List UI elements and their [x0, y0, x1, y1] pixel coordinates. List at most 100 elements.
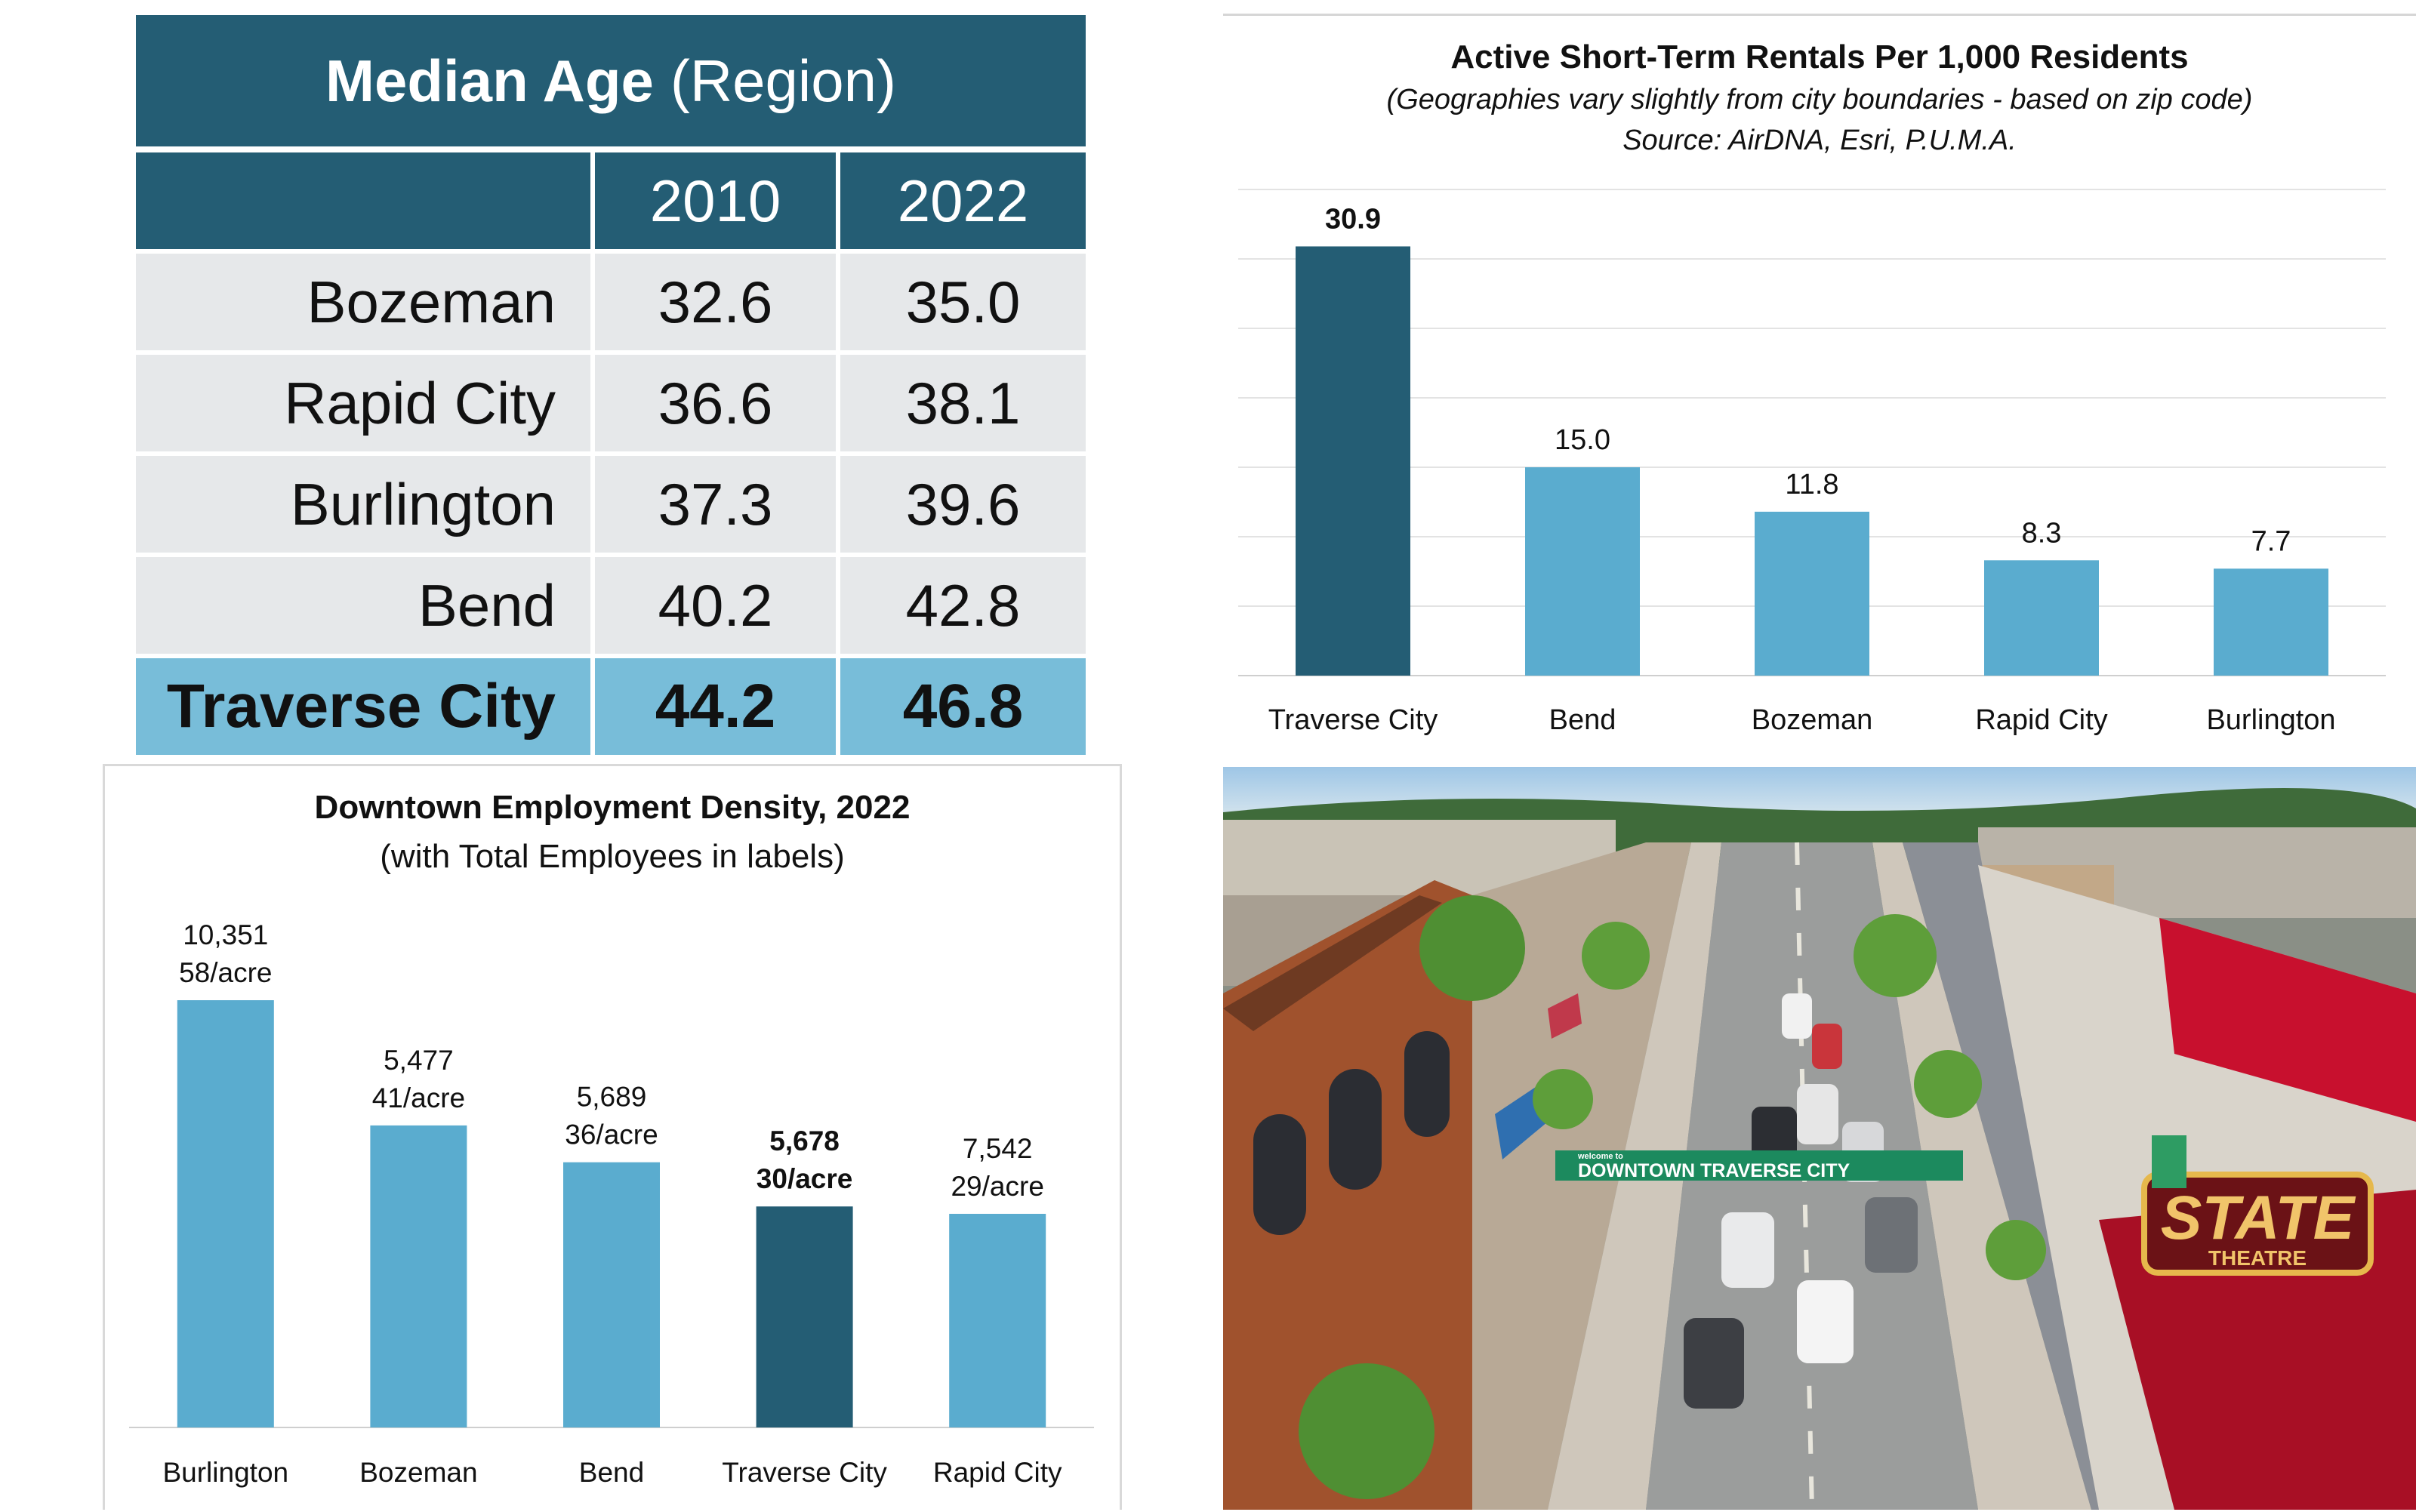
car [1865, 1197, 1918, 1273]
arched-window [1329, 1069, 1382, 1190]
banner-small-text: welcome to [1577, 1152, 1623, 1161]
car [1721, 1212, 1774, 1288]
age-2022-cell: 38.1 [840, 355, 1086, 456]
car [1684, 1318, 1744, 1409]
bar [1296, 246, 1410, 676]
bar [949, 1214, 1046, 1427]
tree [1854, 914, 1937, 997]
data-label: 11.8 [1785, 469, 1838, 500]
table-row: Bend 40.2 42.8 [136, 557, 1086, 658]
city-cell: Bend [136, 557, 595, 658]
car [1812, 1024, 1842, 1069]
age-2010-cell: 36.6 [595, 355, 840, 456]
density-label: 58/acre [179, 957, 272, 988]
chart-subtitle: (with Total Employees in labels) [380, 838, 845, 875]
median-age-title-rest: (Region) [670, 47, 896, 114]
arched-window [1404, 1031, 1450, 1137]
median-age-title: Median Age (Region) [136, 15, 1086, 146]
tree [1419, 895, 1525, 1001]
bar [1525, 467, 1640, 676]
banner-text: DOWNTOWN TRAVERSE CITY [1578, 1160, 1851, 1181]
bar [1984, 560, 2099, 676]
car [1797, 1280, 1854, 1363]
column-header: 2022 [840, 152, 1086, 254]
employment-chart-panel: Downtown Employment Density, 2022 (with … [103, 764, 1122, 1510]
data-label: 8.3 [2022, 517, 2062, 549]
category-label: Burlington [2206, 704, 2335, 736]
category-label: Traverse City [722, 1457, 887, 1488]
bar [1755, 511, 1869, 676]
city-cell: Traverse City [136, 658, 595, 759]
bar [756, 1206, 853, 1427]
arched-window [1253, 1114, 1306, 1235]
employee-label: 5,689 [577, 1082, 647, 1113]
category-label: Bend [1549, 704, 1616, 736]
column-header [136, 152, 595, 254]
rentals-chart: 30.9 Traverse City 15.0 Bend 11.8 Bozeman 8.3 R… [1238, 189, 2386, 736]
bar [2214, 568, 2328, 676]
median-age-title-bold: Median Age [325, 47, 654, 114]
bar [177, 1000, 274, 1427]
left-brick-facade [1223, 880, 1472, 1510]
bar [370, 1125, 467, 1427]
category-label: Bozeman [359, 1457, 477, 1488]
tree [1582, 922, 1650, 990]
data-label: 15.0 [1555, 424, 1610, 456]
category-label: Bozeman [1752, 704, 1873, 736]
car [1782, 993, 1812, 1039]
age-2010-cell: 37.3 [595, 456, 840, 557]
category-label: Traverse City [1268, 704, 1438, 736]
tree [1533, 1069, 1593, 1129]
table-row: Burlington 37.3 39.6 [136, 456, 1086, 557]
tree [1986, 1220, 2046, 1280]
employment-chart: 10,351 58/acre Burlington 5,477 41/acre Bozem… [129, 919, 1094, 1488]
downtown-photo: welcome to DOWNTOWN TRAVERSE CITY STATE … [1223, 767, 2416, 1510]
column-header: 2010 [595, 152, 840, 254]
car [1797, 1084, 1838, 1144]
tree [1299, 1363, 1434, 1499]
category-label: Rapid City [933, 1457, 1062, 1488]
table-row: Bozeman 32.6 35.0 [136, 254, 1086, 355]
density-label: 29/acre [951, 1171, 1043, 1202]
median-age-header-row: 2010 2022 [136, 152, 1086, 254]
marquee-text: STATE [2161, 1184, 2356, 1252]
city-cell: Rapid City [136, 355, 595, 456]
age-2022-cell: 39.6 [840, 456, 1086, 557]
downtown-street-illustration: welcome to DOWNTOWN TRAVERSE CITY STATE … [1223, 767, 2416, 1510]
median-age-table: 2010 2022 Bozeman 32.6 35.0 Rapid City 3… [136, 152, 1086, 759]
rentals-chart-panel: Active Short-Term Rentals Per 1,000 Resi… [1223, 14, 2416, 756]
category-label: Bend [579, 1457, 644, 1488]
marquee-green-top [2152, 1135, 2186, 1188]
tree [1914, 1050, 1982, 1118]
age-2022-cell: 46.8 [840, 658, 1086, 759]
theatre-facade [2159, 918, 2416, 1122]
age-2022-cell: 35.0 [840, 254, 1086, 355]
data-label: 30.9 [1325, 203, 1381, 235]
right-storefront-edge [1903, 842, 2099, 1510]
table-row-highlight: Traverse City 44.2 46.8 [136, 658, 1086, 759]
category-label: Rapid City [1975, 704, 2107, 736]
age-2010-cell: 32.6 [595, 254, 840, 355]
table-row: Rapid City 36.6 38.1 [136, 355, 1086, 456]
employee-label: 5,678 [769, 1126, 840, 1156]
median-age-table-panel: Median Age (Region) 2010 2022 Bozeman 32… [136, 15, 1086, 759]
age-2010-cell: 40.2 [595, 557, 840, 658]
data-label: 7.7 [2251, 525, 2291, 557]
age-2022-cell: 42.8 [840, 557, 1086, 658]
left-cornice [1223, 895, 1442, 1031]
age-2010-cell: 44.2 [595, 658, 840, 759]
employee-label: 5,477 [384, 1045, 454, 1076]
city-cell: Burlington [136, 456, 595, 557]
chart-title: Downtown Employment Density, 2022 [314, 789, 911, 826]
state-theatre-marquee [2141, 1172, 2374, 1276]
density-label: 41/acre [372, 1082, 465, 1113]
chart-subtitle: (Geographies vary slightly from city bou… [1386, 84, 2253, 115]
city-cell: Bozeman [136, 254, 595, 355]
chart-source: Source: AirDNA, Esri, P.U.M.A. [1622, 125, 2017, 156]
density-label: 36/acre [565, 1119, 658, 1150]
density-label: 30/acre [757, 1163, 853, 1194]
category-label: Burlington [162, 1457, 288, 1488]
red-awning [1548, 993, 1582, 1039]
marquee-subtext: THEATRE [2208, 1246, 2307, 1270]
employee-label: 7,542 [963, 1133, 1033, 1164]
